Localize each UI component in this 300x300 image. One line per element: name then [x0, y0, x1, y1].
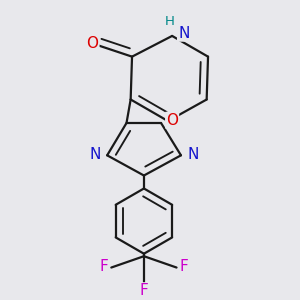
Text: N: N — [178, 26, 189, 41]
Text: O: O — [86, 36, 98, 51]
Text: O: O — [166, 113, 178, 128]
Text: F: F — [140, 283, 148, 298]
Text: F: F — [99, 259, 108, 274]
Text: N: N — [187, 147, 199, 162]
Text: F: F — [180, 259, 189, 274]
Text: H: H — [164, 15, 174, 28]
Text: N: N — [90, 147, 101, 162]
